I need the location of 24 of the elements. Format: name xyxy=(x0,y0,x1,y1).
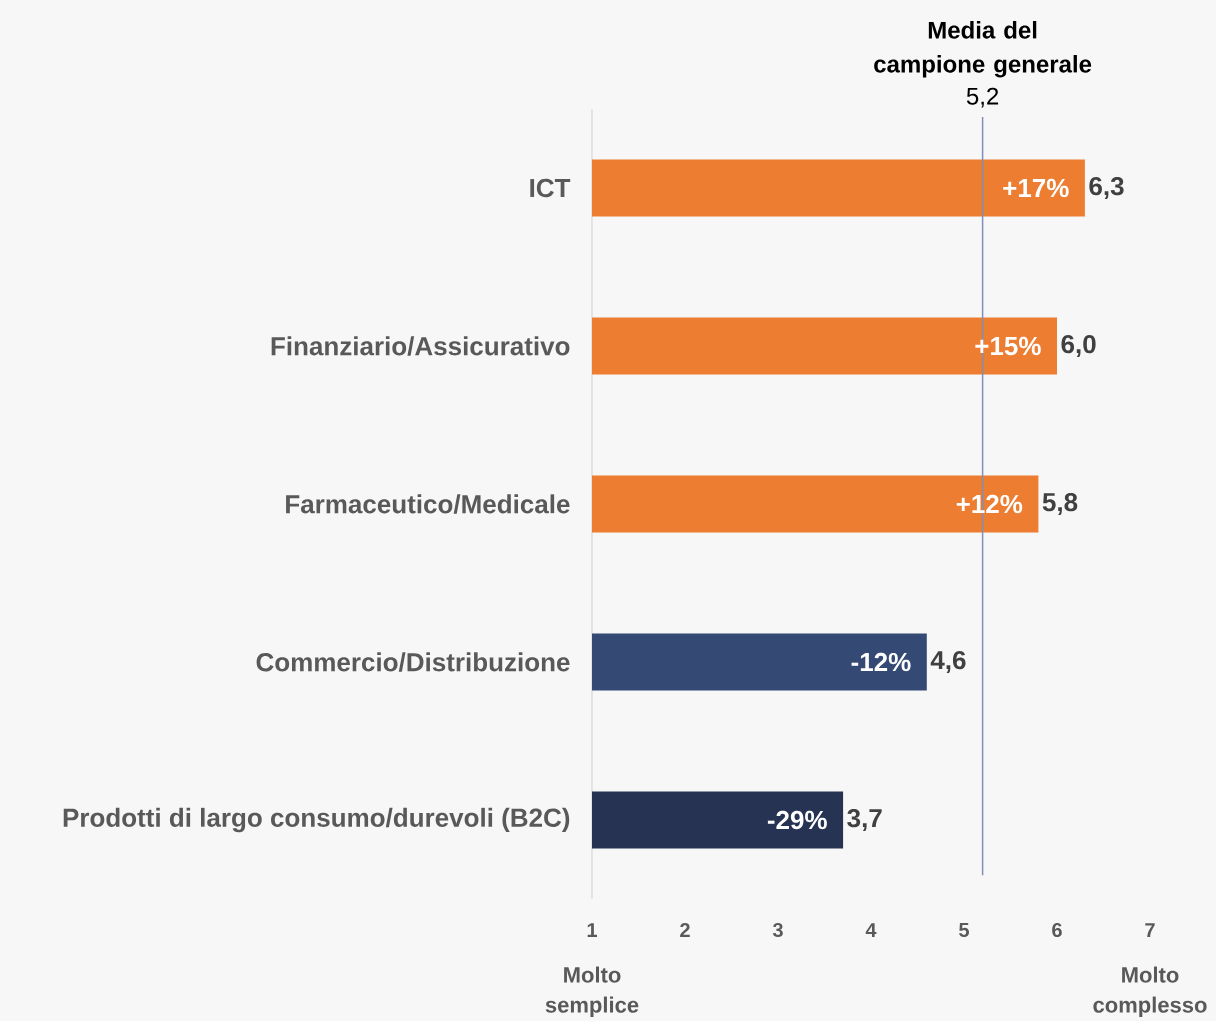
data-label: 4,6 xyxy=(930,650,966,674)
x-tick-label: 2 xyxy=(680,923,690,937)
data-label: 6,0 xyxy=(1061,334,1096,358)
data-label: 5,8 xyxy=(1042,492,1078,516)
ref-line-label: Media del campione generale xyxy=(874,21,1092,78)
y-tick-label: Prodotti di largo consumo/durevoli (B2C) xyxy=(63,807,570,833)
y-tick-label: Finanziario/Assicurativo xyxy=(271,336,570,356)
x-tick-label: 3 xyxy=(772,922,783,938)
x-tick-label: 1 xyxy=(587,923,598,937)
x-tick-label: 5 xyxy=(959,923,970,937)
text: Molto semplice xyxy=(545,966,639,1018)
y-tick-label: ICT xyxy=(530,178,571,198)
x-tick-label: 6 xyxy=(1052,922,1062,938)
text: 5,2 xyxy=(966,87,999,108)
data-label: 3,7 xyxy=(847,808,882,832)
y-tick-label: Farmaceutico/Medicale xyxy=(286,494,570,514)
y-tick-label: Commercio/Distribuzione xyxy=(256,652,570,672)
text: Molto complesso xyxy=(1093,966,1207,1018)
data-label: 6,3 xyxy=(1089,176,1124,200)
x-tick-label: 4 xyxy=(865,923,877,937)
annotation: -12% xyxy=(851,652,911,672)
annotation: +17% xyxy=(1003,178,1069,198)
annotation: -29% xyxy=(767,810,827,830)
x-tick-label: 7 xyxy=(1145,923,1155,937)
